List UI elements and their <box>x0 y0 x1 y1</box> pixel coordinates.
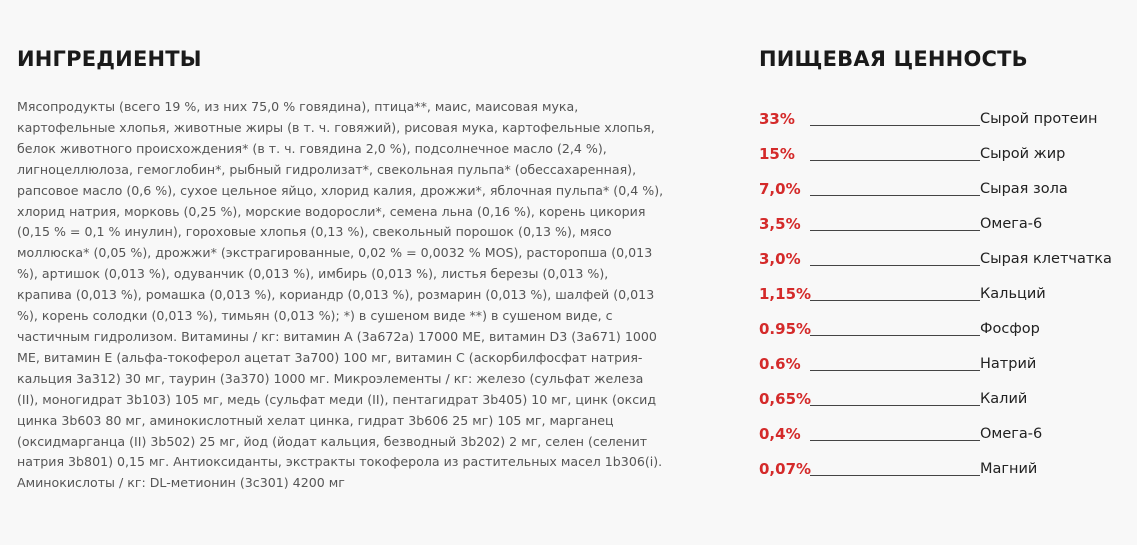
nutrient-leader-line <box>810 179 980 196</box>
nutrient-row: 0,65% Калий <box>759 374 1119 409</box>
nutrient-value: 1,15% <box>759 285 812 303</box>
ingredients-title: ИНГРЕДИЕНТЫ <box>17 47 202 71</box>
nutrient-row: 0,4% Омега-6 <box>759 409 1119 444</box>
nutrient-name: Сырой жир <box>980 146 1066 162</box>
nutrient-row: 0.6% Натрий <box>759 339 1119 374</box>
nutrition-title: ПИЩЕВАЯ ЦЕННОСТЬ <box>759 47 1028 71</box>
nutrient-value: 7,0% <box>759 180 801 198</box>
nutrient-value: 0.95% <box>759 320 812 338</box>
nutrient-leader-line <box>810 144 980 161</box>
nutrient-name: Сырая зола <box>980 181 1068 197</box>
nutrient-leader-line <box>810 249 980 266</box>
nutrient-leader-line <box>810 214 980 231</box>
nutrient-leader-line <box>810 354 980 371</box>
nutrient-leader-line <box>810 389 980 406</box>
nutrient-leader-line <box>810 459 980 476</box>
nutrient-value: 0,65% <box>759 390 812 408</box>
nutrient-leader-line <box>810 109 980 126</box>
nutrient-value: 3,5% <box>759 215 801 233</box>
nutrition-list: 33% Сырой протеин 15% Сырой жир 7,0% Сыр… <box>759 94 1119 479</box>
nutrient-name: Сырая клетчатка <box>980 251 1112 267</box>
nutrient-row: 0.95% Фосфор <box>759 304 1119 339</box>
nutrient-value: 0,07% <box>759 460 812 478</box>
nutrient-name: Кальций <box>980 286 1046 302</box>
nutrient-value: 0,4% <box>759 425 801 443</box>
nutrient-leader-line <box>810 284 980 301</box>
nutrient-row: 1,15% Кальций <box>759 269 1119 304</box>
nutrient-name: Калий <box>980 391 1028 407</box>
nutrient-leader-line <box>810 319 980 336</box>
nutrient-name: Омега-6 <box>980 426 1043 442</box>
nutrient-row: 15% Сырой жир <box>759 129 1119 164</box>
nutrient-row: 7,0% Сырая зола <box>759 164 1119 199</box>
nutrient-name: Натрий <box>980 356 1037 372</box>
nutrient-value: 0.6% <box>759 355 801 373</box>
nutrient-name: Омега-6 <box>980 216 1043 232</box>
nutrient-name: Магний <box>980 461 1038 477</box>
nutrient-leader-line <box>810 424 980 441</box>
nutrition-section: ПИЩЕВАЯ ЦЕННОСТЬ 33% Сырой протеин 15% С… <box>759 44 1119 479</box>
nutrient-value: 3,0% <box>759 250 801 268</box>
nutrient-row: 3,5% Омега-6 <box>759 199 1119 234</box>
nutrient-name: Сырой протеин <box>980 111 1098 127</box>
nutrient-value: 15% <box>759 145 795 163</box>
nutrient-value: 33% <box>759 110 795 128</box>
ingredients-text: Мясопродукты (всего 19 %, из них 75,0 % … <box>17 99 664 491</box>
nutrient-row: 33% Сырой протеин <box>759 94 1119 129</box>
nutrient-row: 0,07% Магний <box>759 444 1119 479</box>
nutrient-row: 3,0% Сырая клетчатка <box>759 234 1119 269</box>
nutrient-name: Фосфор <box>980 321 1040 337</box>
ingredients-section: ИНГРЕДИЕНТЫ Мясопродукты (всего 19 %, из… <box>17 44 667 494</box>
